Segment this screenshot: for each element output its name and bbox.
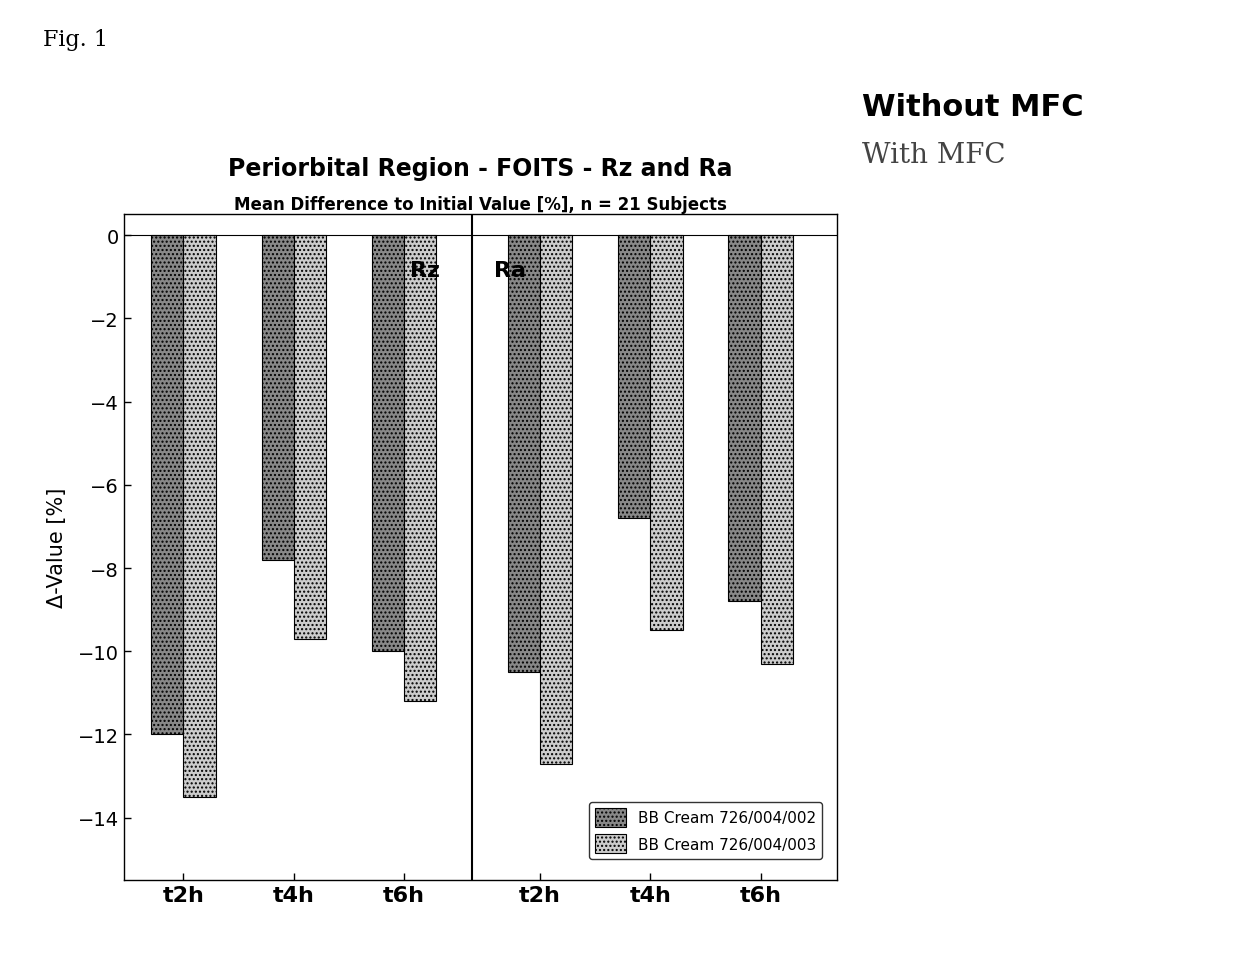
Bar	[262, 236, 294, 560]
Bar	[184, 236, 216, 797]
Bar	[539, 236, 572, 764]
Text: Without MFC: Without MFC	[862, 93, 1084, 122]
Bar	[760, 236, 792, 664]
Bar	[728, 236, 760, 601]
Bar	[294, 236, 326, 640]
Bar	[507, 236, 539, 673]
Text: Rz: Rz	[410, 261, 440, 281]
Text: Mean Difference to Initial Value [%], n = 21 Subjects: Mean Difference to Initial Value [%], n …	[234, 196, 727, 213]
Bar	[404, 236, 436, 701]
Bar	[372, 236, 404, 651]
Bar	[618, 236, 650, 518]
Y-axis label: Δ-Value [%]: Δ-Value [%]	[47, 488, 67, 607]
Bar	[650, 236, 682, 631]
Text: Ra: Ra	[495, 261, 526, 281]
Text: Fig. 1: Fig. 1	[43, 29, 108, 51]
Bar	[151, 236, 184, 734]
Text: With MFC: With MFC	[862, 142, 1006, 169]
Text: Periorbital Region - FOITS - Rz and Ra: Periorbital Region - FOITS - Rz and Ra	[228, 156, 733, 181]
Legend: BB Cream 726/004/002, BB Cream 726/004/003: BB Cream 726/004/002, BB Cream 726/004/0…	[589, 802, 822, 860]
